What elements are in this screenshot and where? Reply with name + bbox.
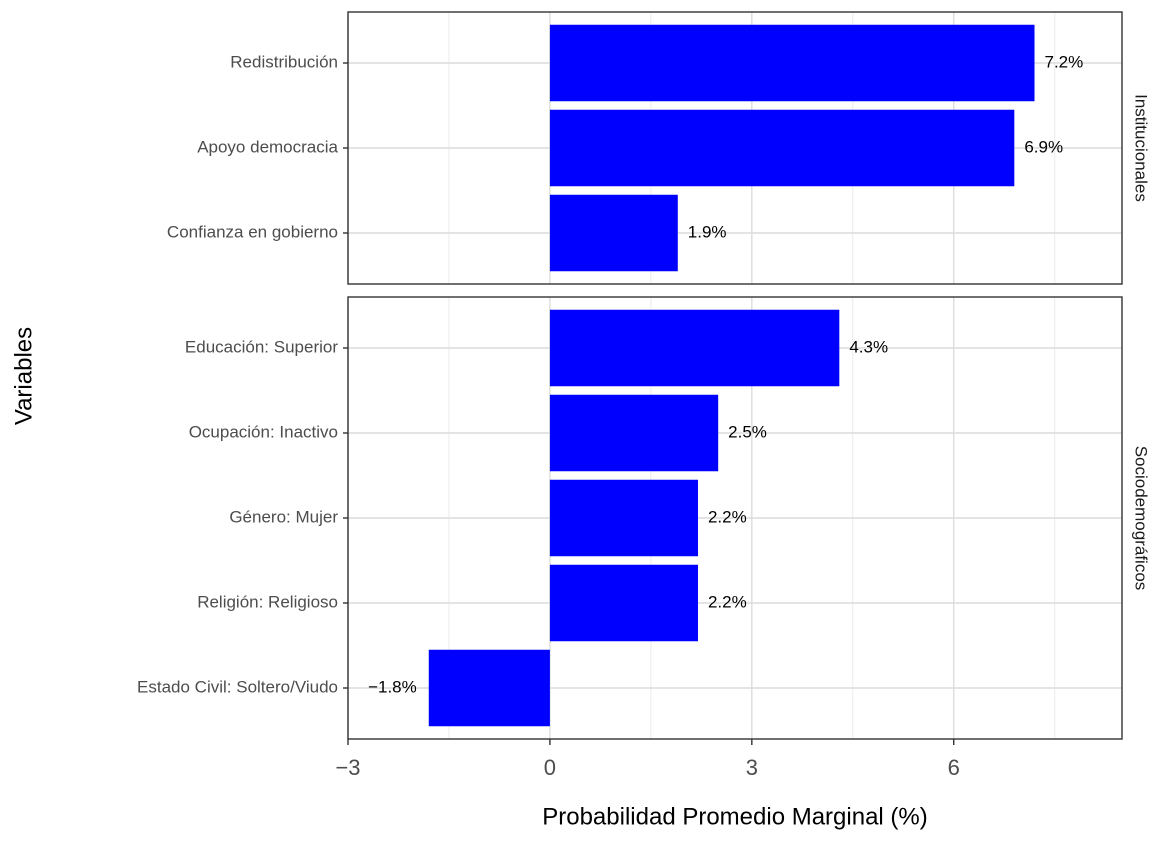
y-tick-label: Redistribución [230,52,338,71]
x-tick-label: 6 [948,755,960,780]
panel-border [347,11,1123,285]
y-tick-label: Estado Civil: Soltero/Viudo [137,677,338,696]
y-tick-label: Confianza en gobierno [167,222,338,241]
value-label: 2.2% [708,592,747,611]
y-tick-label: Género: Mujer [229,507,338,526]
bar [549,309,840,387]
value-label: 6.9% [1024,137,1063,156]
bar [549,564,698,642]
value-label: 4.3% [849,337,888,356]
y-tick-label: Ocupación: Inactivo [189,422,338,441]
x-tick-label: −3 [335,755,360,780]
facet-label: Sociodemográficos [1132,446,1151,591]
bar [549,194,678,272]
x-tick-label: 3 [746,755,758,780]
bar [549,394,719,472]
value-label: 1.9% [688,222,727,241]
facet-label: Institucionales [1132,94,1151,202]
bar [428,649,550,727]
value-label: 7.2% [1045,52,1084,71]
x-tick-label: 0 [544,755,556,780]
y-tick-label: Apoyo democracia [197,137,338,156]
bar [549,24,1035,102]
value-label: −1.8% [368,677,417,696]
value-label: 2.2% [708,507,747,526]
y-axis-title: Variables [10,327,37,425]
y-tick-label: Religión: Religioso [197,592,338,611]
value-label: 2.5% [728,422,767,441]
y-tick-label: Educación: Superior [185,337,338,356]
bar [549,479,698,557]
panel-border [347,296,1123,740]
bar [549,109,1015,187]
x-axis-title: Probabilidad Promedio Marginal (%) [542,803,928,830]
